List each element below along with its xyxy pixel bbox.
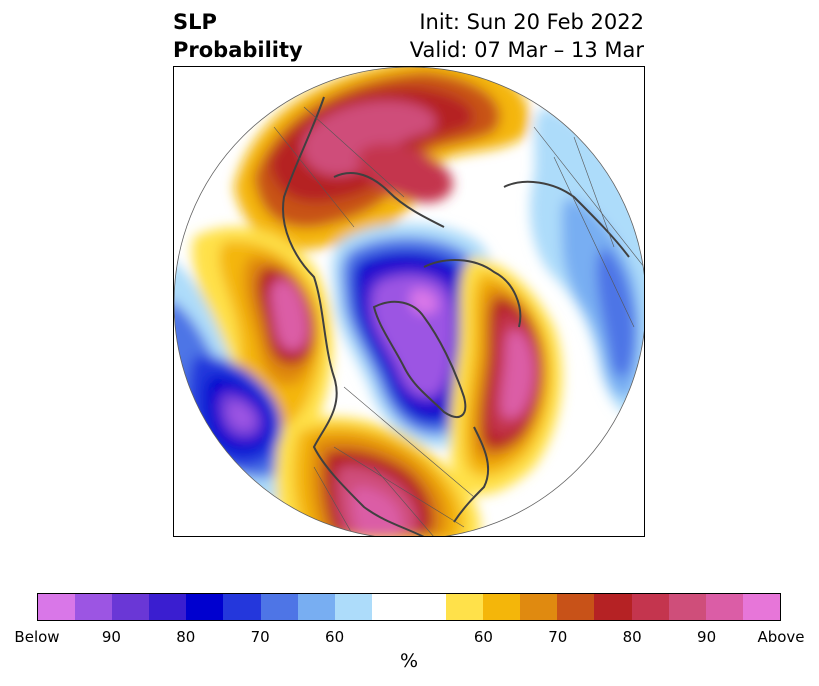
init-date: Init: Sun 20 Feb 2022 [419,10,644,34]
title-left: SLP Probability [173,8,303,64]
colorbar-segment [705,594,743,620]
colorbar-tick-label: 60 [325,628,345,646]
colorbar-segment [742,594,780,620]
valid-range: Valid: 07 Mar – 13 Mar [409,38,644,62]
colorbar-tick-label: 80 [622,628,642,646]
title-right: Init: Sun 20 Feb 2022 Valid: 07 Mar – 13… [410,8,644,64]
colorbar-tick-label: 60 [473,628,493,646]
colorbar-segment [149,594,187,620]
colorbar-tick-label: 90 [697,628,717,646]
map-panel [173,66,645,537]
colorbar-segment [297,594,335,620]
title-type: Probability [173,38,303,62]
title-variable: SLP [173,10,217,34]
colorbar-segment [186,594,224,620]
colorbar-tick-label: 70 [548,628,568,646]
colorbar-tick-label: 70 [250,628,270,646]
colorbar-segment [371,594,409,620]
colorbar-unit-label: % [399,650,419,672]
colorbar-segment [408,594,447,620]
colorbar-segment [112,594,150,620]
colorbar-segment [223,594,261,620]
colorbar-segment [483,594,521,620]
country-borders [273,106,644,536]
colorbar-segment [75,594,113,620]
colorbar [37,593,781,621]
colorbar-tick-label: Below [14,628,60,646]
colorbar-tick-label: Above [757,628,805,646]
colorbar-segment [38,594,76,620]
colorbar-segment [520,594,558,620]
colorbar-tick-label: 80 [176,628,196,646]
coastlines [282,96,630,536]
colorbar-segment [557,594,595,620]
colorbar-segment [446,594,484,620]
probability-map [174,67,644,536]
colorbar-segment [260,594,298,620]
colorbar-segment [334,594,372,620]
colorbar-tick-label: 90 [101,628,121,646]
colorbar-segment [594,594,632,620]
colorbar-segment [668,594,706,620]
colorbar-segment [631,594,669,620]
